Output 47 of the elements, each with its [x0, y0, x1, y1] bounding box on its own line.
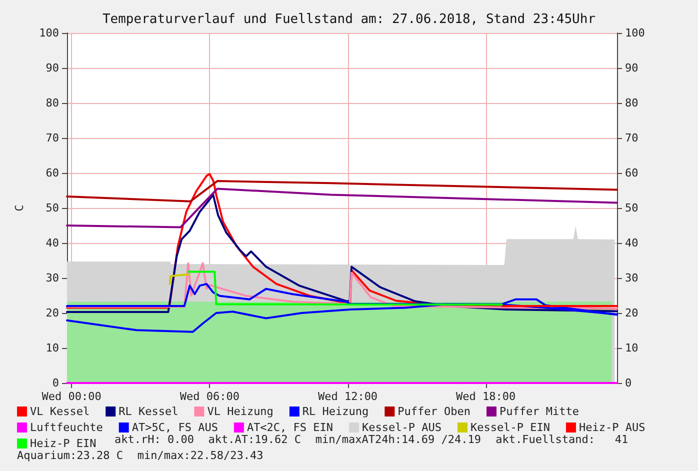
y2-tick-label: 40	[625, 236, 638, 250]
legend-label: RL Kessel	[118, 405, 178, 418]
legend-label: AT<2C, FS EIN	[246, 421, 334, 434]
y2-tick-label: 80	[625, 96, 638, 110]
y-tick-label: 70	[46, 132, 59, 144]
y2-tick-label: 30	[625, 272, 638, 284]
legend-label: Kessel-P EIN	[470, 421, 550, 434]
x-tick-label: Wed 12:00	[318, 390, 378, 403]
text: akt.rH: 0.00	[114, 433, 194, 446]
y-tick-label: 90	[46, 62, 59, 74]
y-tick-label: 0	[52, 376, 59, 390]
text: min/maxAT24h:14.69 /24.19	[315, 433, 481, 446]
legend-label: Luftfeuchte	[30, 421, 103, 434]
x-tick-label: Wed 00:00	[42, 390, 102, 403]
legend-label: Heiz-P AUS	[578, 421, 646, 434]
legend-label: Puffer Oben	[398, 405, 471, 418]
text: akt.AT:19.62 C	[208, 433, 302, 446]
text: min/max:22.58/23.43	[137, 449, 264, 462]
chart-title: Temperaturverlauf und Fuellstand am: 27.06.2018, Stand 23:45Uhr	[102, 12, 596, 27]
legend-label: Heiz-P EIN	[30, 437, 96, 450]
legend-label: Kessel-P AUS	[362, 421, 442, 434]
y-tick-label: 20	[46, 306, 59, 320]
y-tick-label: 60	[46, 166, 59, 180]
legend-label: VL Heizung	[207, 405, 274, 418]
y2-tick-label: 70	[625, 132, 638, 144]
y2-tick-label: 20	[625, 306, 638, 320]
y2-tick-label: 50	[625, 202, 638, 214]
legend-label: AT>5C, FS AUS	[132, 421, 218, 434]
text: Aquarium:23.28 C	[17, 449, 123, 462]
y-tick-label: 30	[46, 272, 59, 284]
y2-tick-label: 60	[625, 166, 638, 180]
y2-tick-label: 100	[625, 26, 645, 40]
y-tick-label: 10	[46, 342, 59, 354]
legend-label: RL Heizung	[302, 405, 369, 418]
y2-tick-label: 10	[625, 342, 638, 354]
y2-tick-label: 90	[625, 62, 638, 74]
y-axis-title: C	[13, 204, 26, 212]
y-tick-label: 50	[46, 202, 59, 214]
y-tick-label: 100	[39, 26, 59, 40]
x-tick-label: Wed 18:00	[456, 390, 516, 403]
x-tick-label: Wed 06:00	[180, 390, 240, 403]
y-tick-label: 80	[46, 96, 59, 110]
legend-label: Puffer Mitte	[500, 405, 579, 418]
y-tick-label: 40	[46, 236, 59, 250]
legend-label: VL Kessel	[30, 405, 90, 418]
y2-tick-label: 0	[625, 376, 632, 390]
text: akt.Fuellstand: 41	[496, 433, 628, 446]
